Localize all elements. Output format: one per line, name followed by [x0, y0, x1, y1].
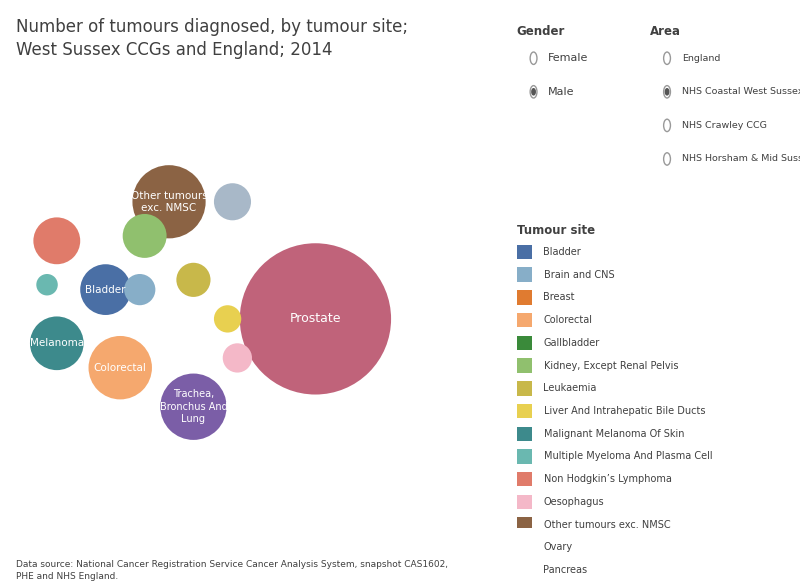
Bar [517, 518, 532, 532]
Circle shape [89, 336, 152, 399]
Bar [517, 540, 532, 555]
Text: Oesophagus: Oesophagus [543, 497, 604, 507]
Circle shape [532, 89, 535, 95]
Text: Brain and CNS: Brain and CNS [543, 269, 614, 279]
Text: NHS Crawley CCG: NHS Crawley CCG [682, 121, 766, 130]
Text: Breast: Breast [543, 292, 575, 302]
Text: Pancreas: Pancreas [543, 565, 588, 575]
Text: Leukaemia: Leukaemia [543, 383, 597, 393]
Bar [517, 472, 532, 487]
Circle shape [133, 165, 206, 238]
Bar [517, 449, 532, 464]
Text: Liver And Intrahepatic Bile Ducts: Liver And Intrahepatic Bile Ducts [543, 406, 705, 416]
Text: England: England [682, 54, 720, 63]
Text: Bladder: Bladder [543, 247, 582, 257]
Circle shape [160, 373, 226, 440]
Bar [517, 245, 532, 259]
Text: Trachea,
Bronchus And
Lung: Trachea, Bronchus And Lung [159, 389, 227, 424]
Circle shape [122, 214, 166, 258]
Text: Data source: National Cancer Registration Service Cancer Analysis System, snapsh: Data source: National Cancer Registratio… [16, 561, 448, 581]
Text: Colorectal: Colorectal [543, 315, 593, 325]
Text: Gallbladder: Gallbladder [543, 338, 600, 348]
Circle shape [666, 89, 669, 95]
Text: Area: Area [650, 25, 681, 38]
Bar [517, 404, 532, 419]
Text: Malignant Melanoma Of Skin: Malignant Melanoma Of Skin [543, 429, 684, 438]
Text: Colorectal: Colorectal [94, 363, 146, 373]
Text: Kidney, Except Renal Pelvis: Kidney, Except Renal Pelvis [543, 360, 678, 370]
Bar [517, 290, 532, 305]
Circle shape [36, 274, 58, 295]
Circle shape [214, 305, 242, 333]
Text: Male: Male [548, 87, 575, 97]
Circle shape [80, 264, 131, 315]
Text: Other tumours
exc. NMSC: Other tumours exc. NMSC [130, 191, 207, 213]
Text: Non Hodgkin’s Lymphoma: Non Hodgkin’s Lymphoma [543, 474, 671, 484]
Bar [517, 586, 532, 587]
Text: Gender: Gender [517, 25, 565, 38]
Text: NHS Horsham & Mid Suss...: NHS Horsham & Mid Suss... [682, 154, 800, 163]
Bar [517, 381, 532, 396]
Bar [517, 495, 532, 509]
Circle shape [30, 316, 84, 370]
Circle shape [124, 274, 155, 305]
Bar [517, 268, 532, 282]
Text: Bladder: Bladder [86, 285, 126, 295]
Text: Ovary: Ovary [543, 542, 573, 552]
Bar [517, 563, 532, 578]
Bar [517, 313, 532, 328]
Text: Female: Female [548, 53, 589, 63]
Text: NHS Coastal West Sussex ...: NHS Coastal West Sussex ... [682, 87, 800, 96]
Bar [517, 336, 532, 350]
Text: Prostate: Prostate [290, 312, 341, 325]
Circle shape [176, 263, 210, 297]
Circle shape [222, 343, 252, 373]
Text: Multiple Myeloma And Plasma Cell: Multiple Myeloma And Plasma Cell [543, 451, 712, 461]
Text: Other tumours exc. NMSC: Other tumours exc. NMSC [543, 519, 670, 529]
Circle shape [214, 183, 251, 220]
Circle shape [34, 217, 80, 264]
Text: Tumour site: Tumour site [517, 224, 594, 237]
Text: Number of tumours diagnosed, by tumour site;
West Sussex CCGs and England; 2014: Number of tumours diagnosed, by tumour s… [16, 18, 408, 59]
Circle shape [240, 243, 391, 394]
Bar [517, 427, 532, 441]
Text: Melanoma: Melanoma [30, 338, 84, 348]
Bar [517, 358, 532, 373]
